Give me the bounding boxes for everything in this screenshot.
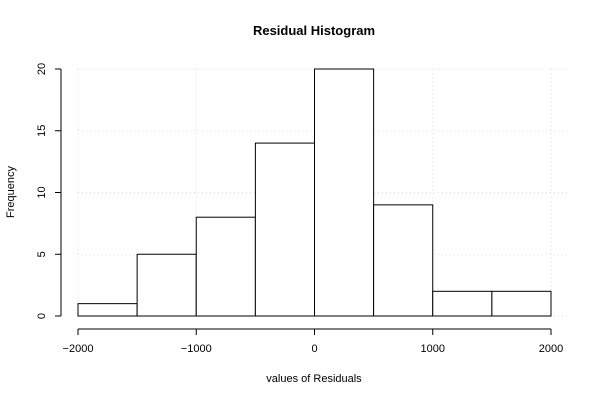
histogram-bar <box>373 204 434 317</box>
histogram-bar <box>254 142 315 317</box>
x-tick-label: 2000 <box>539 343 563 355</box>
y-tick-label: 20 <box>36 63 48 75</box>
y-tick-label: 0 <box>36 313 48 319</box>
y-tick-label: 10 <box>36 186 48 198</box>
x-tick-label: −2000 <box>63 343 94 355</box>
x-axis-label: values of Residuals <box>266 373 362 385</box>
chart-title: Residual Histogram <box>253 23 375 38</box>
histogram-bar <box>77 303 138 317</box>
y-tick-label: 5 <box>36 251 48 257</box>
histogram-bar <box>491 290 552 317</box>
histogram-bar <box>195 216 256 317</box>
y-tick-label: 15 <box>36 125 48 137</box>
x-tick-label: 1000 <box>421 343 445 355</box>
x-tick-label: 0 <box>311 343 317 355</box>
histogram-bar <box>136 253 197 317</box>
x-tick-label: −1000 <box>181 343 212 355</box>
histogram-bar <box>432 290 493 317</box>
histogram-bar <box>314 68 375 317</box>
y-axis-label: Frequency <box>5 166 17 218</box>
axes: −2000 −1000 0 1000 2000 0 5 10 15 20 <box>36 63 563 355</box>
bars <box>77 68 552 317</box>
